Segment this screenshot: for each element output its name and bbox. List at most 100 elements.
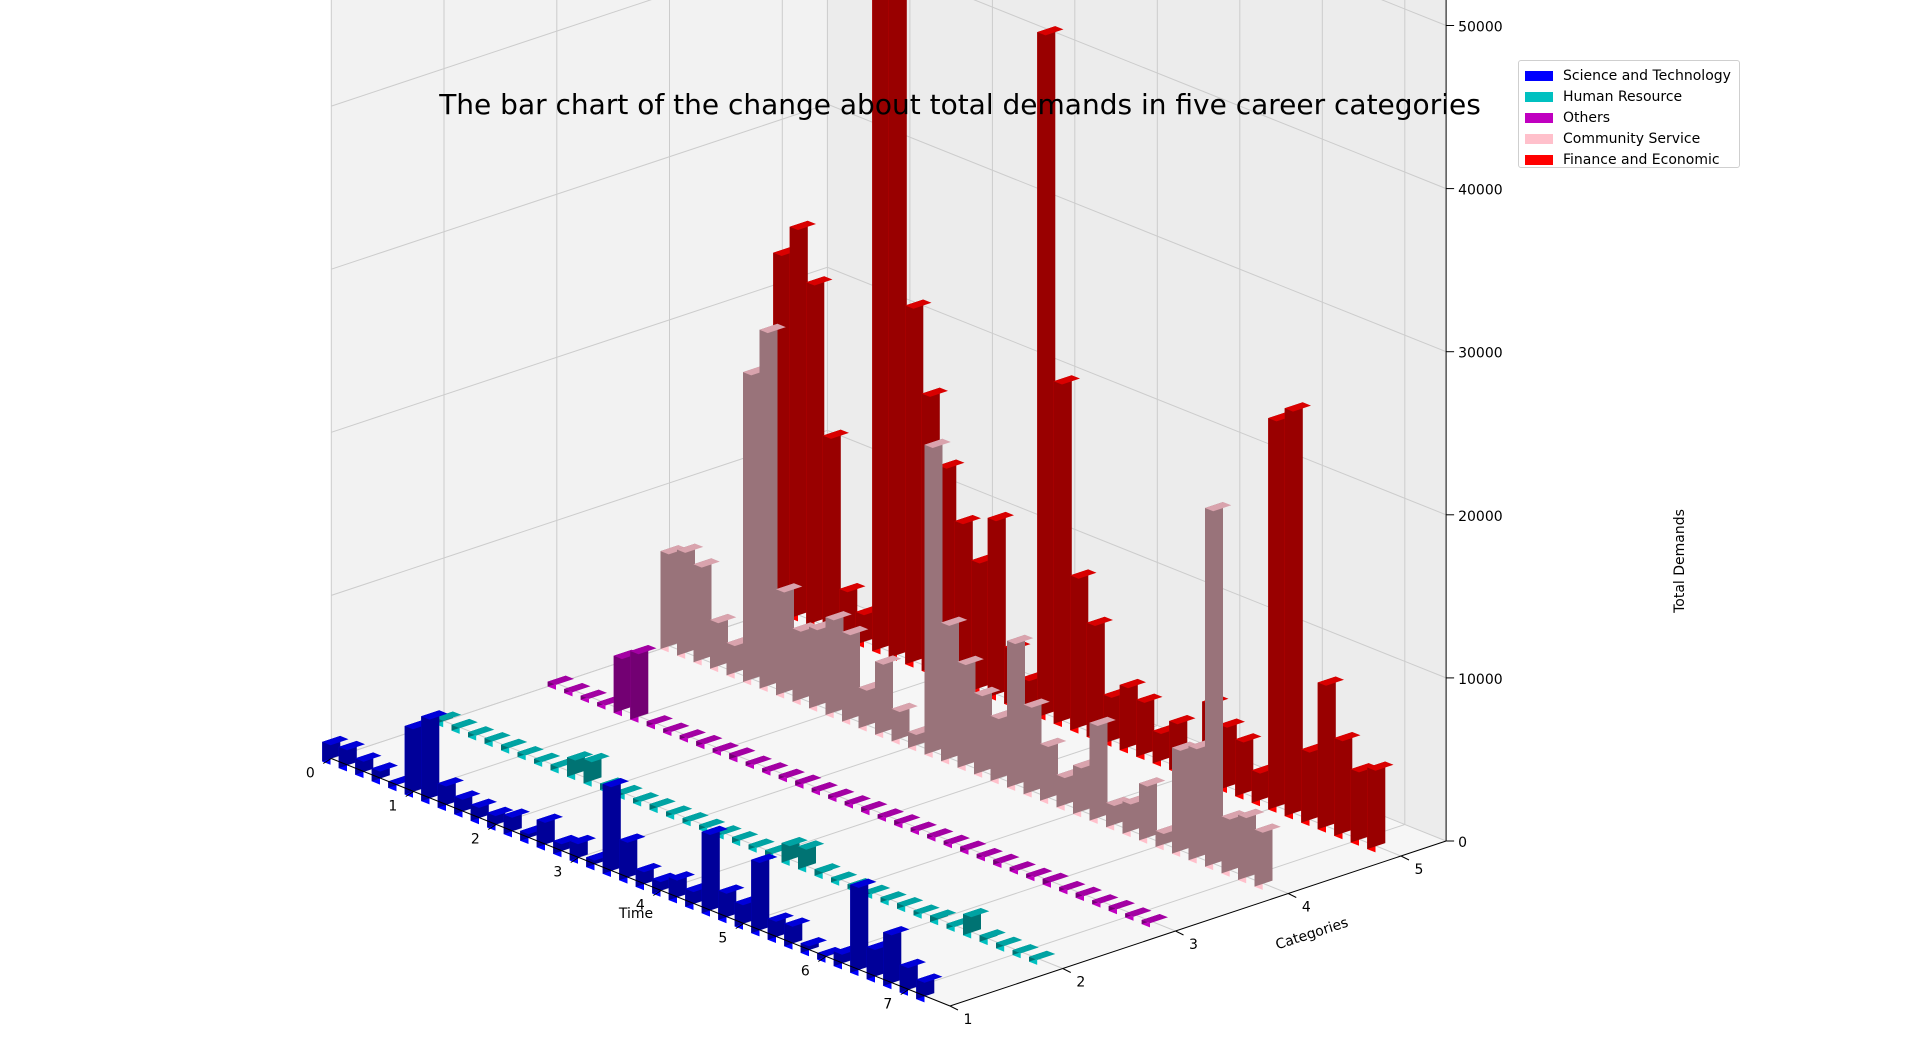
x-tick-label: 0 xyxy=(306,766,315,782)
bar xyxy=(993,853,1020,868)
x-tick-label: 5 xyxy=(718,931,727,947)
bar xyxy=(899,958,926,996)
legend-label: Science and Technology xyxy=(1563,67,1731,84)
bar xyxy=(421,710,448,805)
bar xyxy=(501,738,528,754)
bar xyxy=(1268,412,1295,813)
bar xyxy=(792,622,819,706)
bar xyxy=(534,752,561,767)
bar xyxy=(666,805,693,820)
bar xyxy=(811,782,838,796)
x-tick-label: 3 xyxy=(553,865,562,881)
bar xyxy=(1023,698,1050,798)
bar xyxy=(828,788,855,802)
legend-swatch xyxy=(1525,91,1553,102)
bar xyxy=(751,853,778,937)
bar xyxy=(484,732,511,748)
bar xyxy=(468,726,495,741)
legend-item: Community Service xyxy=(1525,128,1733,149)
bar xyxy=(806,276,833,628)
bar xyxy=(355,752,382,778)
bar xyxy=(916,973,943,1003)
x-tick xyxy=(487,824,497,830)
bar xyxy=(583,752,610,787)
z-tick-label: 50000 xyxy=(1458,20,1503,36)
bar xyxy=(712,742,739,756)
bar xyxy=(974,686,1001,778)
bar xyxy=(894,814,921,829)
bar xyxy=(1042,872,1069,888)
bar xyxy=(1350,763,1377,846)
bar xyxy=(451,718,478,734)
y-tick xyxy=(1062,968,1071,973)
bar xyxy=(503,808,530,838)
bar xyxy=(990,709,1017,785)
x-tick xyxy=(322,758,332,764)
bar xyxy=(633,792,660,807)
bar xyxy=(734,896,761,930)
legend-item: Science and Technology xyxy=(1525,65,1733,86)
bar xyxy=(762,762,789,776)
x-tick-label: 2 xyxy=(471,832,480,848)
bar xyxy=(1037,26,1064,721)
bar xyxy=(789,220,816,622)
bar xyxy=(437,777,464,811)
bar xyxy=(963,908,990,939)
y-tick-label: 2 xyxy=(1076,975,1085,991)
bar xyxy=(1075,886,1102,901)
bar xyxy=(1040,737,1067,805)
bar xyxy=(1284,402,1311,820)
bar xyxy=(564,683,591,697)
bar xyxy=(883,926,910,990)
x-tick-label: 7 xyxy=(883,997,892,1013)
bar xyxy=(718,884,745,924)
y-tick xyxy=(1400,855,1410,861)
x-tick xyxy=(570,857,580,863)
bar xyxy=(875,655,902,739)
bar xyxy=(1029,950,1056,965)
bar xyxy=(404,720,431,798)
legend-swatch xyxy=(1525,70,1553,81)
bar xyxy=(517,746,544,761)
bar xyxy=(646,715,673,730)
x-tick xyxy=(900,989,910,995)
bar xyxy=(1106,796,1133,831)
bar xyxy=(748,838,775,853)
x-tick xyxy=(735,923,745,929)
bar xyxy=(795,774,822,789)
bar xyxy=(891,702,918,745)
bar xyxy=(1009,861,1036,875)
bar xyxy=(1122,795,1149,838)
bar xyxy=(701,825,728,917)
bar xyxy=(613,649,640,717)
bar xyxy=(635,863,662,891)
y-tick-label: 5 xyxy=(1415,862,1424,878)
chart-legend: Science and Technology Human Resource Othe… xyxy=(1518,60,1740,168)
bar xyxy=(1141,914,1168,928)
bar xyxy=(822,429,849,635)
bar xyxy=(679,729,706,743)
y-tick xyxy=(1288,893,1297,898)
bar xyxy=(338,740,365,772)
z-tick-label: 20000 xyxy=(1458,509,1503,525)
bar xyxy=(602,778,629,877)
bar xyxy=(470,798,497,825)
bar xyxy=(778,768,805,783)
legend-item: Others xyxy=(1525,107,1733,128)
legend-swatch xyxy=(1525,154,1553,165)
bar xyxy=(696,735,723,750)
bar xyxy=(1139,777,1166,844)
bar xyxy=(630,645,657,723)
legend-label: Human Resource xyxy=(1563,88,1683,105)
bar xyxy=(1317,676,1344,833)
bar xyxy=(844,795,871,809)
legend-swatch xyxy=(1525,133,1553,144)
bar xyxy=(569,834,596,864)
bar xyxy=(979,929,1006,946)
floor-pane xyxy=(331,593,1447,1006)
bar xyxy=(996,936,1023,952)
bar xyxy=(322,735,349,765)
x-gridline xyxy=(661,0,1158,891)
bar xyxy=(1108,900,1135,915)
bar xyxy=(1012,944,1039,959)
